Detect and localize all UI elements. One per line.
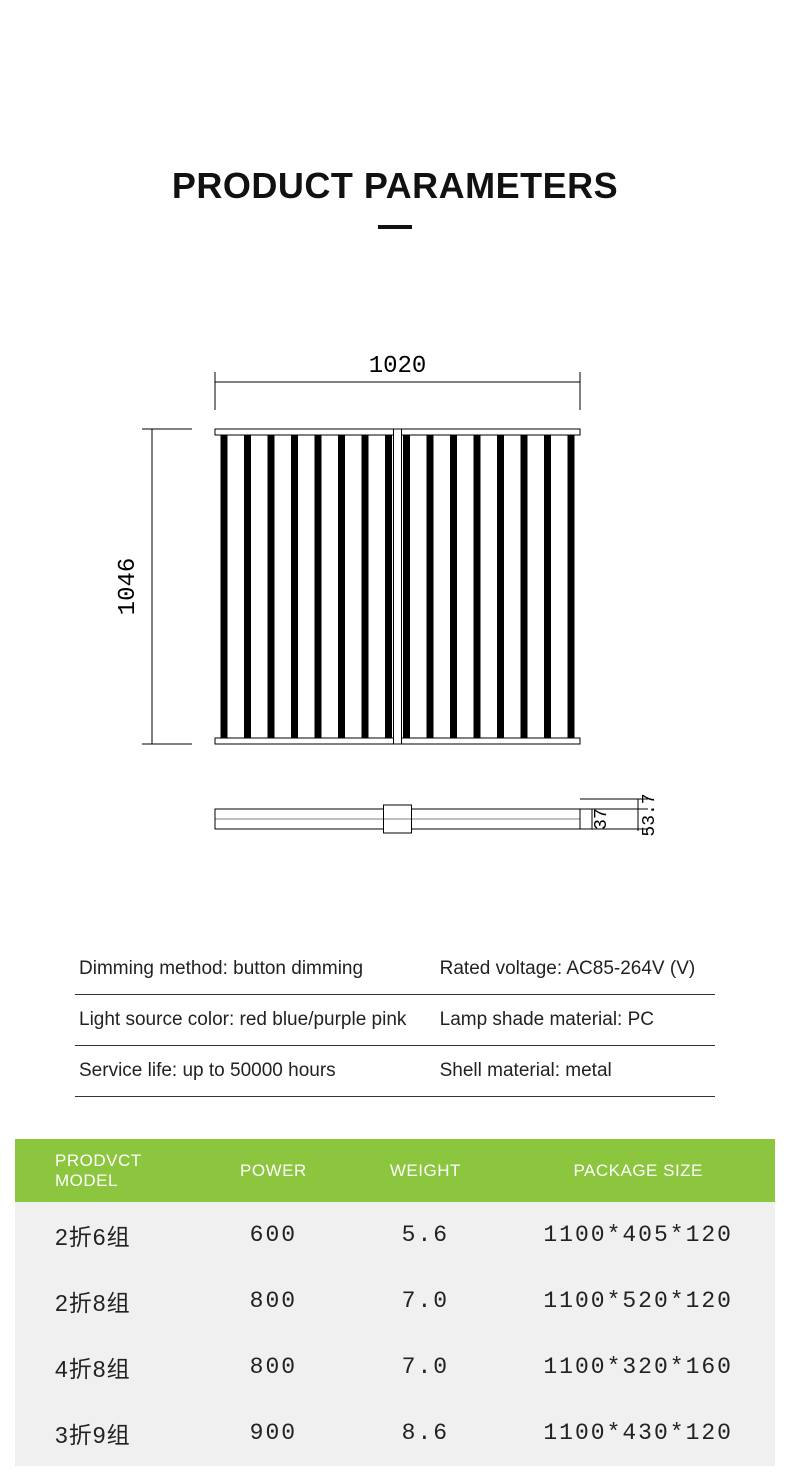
table-header-cell: WEIGHT <box>349 1161 501 1181</box>
table-cell: 1100*405*120 <box>501 1222 775 1248</box>
table-cell: 900 <box>197 1420 349 1446</box>
table-cell: 600 <box>197 1222 349 1248</box>
table-cell: 3折9组 <box>15 1416 197 1450</box>
table-cell: 800 <box>197 1288 349 1314</box>
spec-row: Service life: up to 50000 hoursShell mat… <box>75 1046 715 1097</box>
table-header-cell: PACKAGE SIZE <box>501 1161 775 1181</box>
table-cell: 2折6组 <box>15 1218 197 1252</box>
title-block: PRODUCT PARAMETERS <box>0 0 790 229</box>
spec-right: Rated voltage: AC85-264V (V) <box>432 958 715 980</box>
table-cell: 1100*430*120 <box>501 1420 775 1446</box>
spec-right: Shell material: metal <box>432 1060 715 1082</box>
page-title: PRODUCT PARAMETERS <box>0 165 790 207</box>
table-cell: 2折8组 <box>15 1284 197 1318</box>
table-header: PRODVCT MODELPOWERWEIGHTPACKAGE SIZE <box>15 1139 775 1202</box>
table-header-cell: POWER <box>197 1161 349 1181</box>
table-row: 2折6组6005.61100*405*120 <box>15 1202 775 1268</box>
spec-left: Service life: up to 50000 hours <box>79 1060 432 1082</box>
table-cell: 5.6 <box>349 1222 501 1248</box>
diagram-svg: 1020 1046 37 53.7 <box>90 349 700 869</box>
spec-left: Light source color: red blue/purple pink <box>79 1009 432 1031</box>
table-row: 3折9组9008.61100*430*120 <box>15 1400 775 1466</box>
title-underline <box>378 225 412 229</box>
dim-height-label: 1046 <box>115 558 142 616</box>
dim-width-label: 1020 <box>369 353 427 380</box>
spec-list: Dimming method: button dimmingRated volt… <box>75 944 715 1097</box>
dim-side-inner: 37 <box>592 808 612 830</box>
table-cell: 1100*520*120 <box>501 1288 775 1314</box>
table-cell: 800 <box>197 1354 349 1380</box>
spec-right: Lamp shade material: PC <box>432 1009 715 1031</box>
dimension-diagram: 1020 1046 37 53.7 <box>90 349 700 874</box>
table-cell: 4折8组 <box>15 1350 197 1384</box>
table-row: 2折8组8007.01100*520*120 <box>15 1268 775 1334</box>
spec-left: Dimming method: button dimming <box>79 958 432 980</box>
table-cell: 1100*320*160 <box>501 1354 775 1380</box>
product-table: PRODVCT MODELPOWERWEIGHTPACKAGE SIZE2折6组… <box>15 1139 775 1466</box>
table-cell: 7.0 <box>349 1354 501 1380</box>
table-header-cell: PRODVCT MODEL <box>15 1151 197 1190</box>
spec-row: Dimming method: button dimmingRated volt… <box>75 944 715 995</box>
table-cell: 7.0 <box>349 1288 501 1314</box>
dim-side-outer: 53.7 <box>640 793 660 836</box>
spec-row: Light source color: red blue/purple pink… <box>75 995 715 1046</box>
table-row: 4折8组8007.01100*320*160 <box>15 1334 775 1400</box>
table-cell: 8.6 <box>349 1420 501 1446</box>
